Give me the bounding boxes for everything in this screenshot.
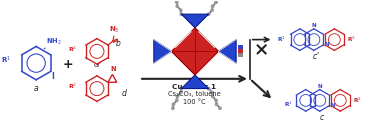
Bar (238, 49, 243, 53)
Circle shape (215, 99, 217, 102)
Circle shape (211, 9, 213, 11)
Text: a: a (34, 84, 39, 93)
Text: +: + (62, 58, 73, 71)
Circle shape (215, 1, 217, 3)
Circle shape (176, 5, 178, 8)
Text: N: N (324, 43, 329, 48)
Circle shape (211, 91, 213, 94)
Text: R$^2$: R$^2$ (347, 35, 356, 44)
Text: N: N (311, 23, 316, 28)
Circle shape (211, 95, 214, 98)
Circle shape (208, 87, 210, 90)
Circle shape (172, 107, 174, 109)
Text: R$^2$: R$^2$ (68, 82, 77, 91)
Text: N: N (110, 66, 116, 72)
Bar (238, 45, 243, 49)
Polygon shape (218, 40, 236, 63)
Circle shape (215, 103, 218, 106)
Text: R$^2$: R$^2$ (353, 96, 362, 105)
Text: NH$_2$: NH$_2$ (46, 37, 62, 47)
Circle shape (180, 91, 182, 94)
Bar (238, 53, 243, 57)
Circle shape (211, 5, 214, 8)
Circle shape (176, 1, 178, 3)
Text: R$^2$: R$^2$ (68, 45, 77, 54)
Text: R$^1$: R$^1$ (277, 35, 286, 44)
Circle shape (180, 87, 183, 90)
Polygon shape (154, 40, 172, 63)
Polygon shape (181, 14, 209, 28)
Text: R$^1$: R$^1$ (1, 54, 11, 66)
Circle shape (180, 13, 183, 15)
Text: Cu-POMs 1: Cu-POMs 1 (172, 84, 217, 90)
Circle shape (176, 95, 178, 98)
Text: d: d (121, 89, 126, 98)
Text: N: N (318, 84, 322, 89)
Circle shape (176, 99, 178, 102)
Text: N$_3$: N$_3$ (108, 25, 119, 35)
Text: b: b (116, 39, 121, 48)
Circle shape (208, 13, 210, 15)
Polygon shape (181, 75, 209, 89)
Circle shape (180, 9, 182, 11)
Text: I: I (51, 72, 54, 81)
Text: c’: c’ (313, 52, 319, 61)
Text: N: N (330, 103, 335, 108)
Text: or: or (93, 62, 101, 68)
Text: 100 °C: 100 °C (183, 99, 206, 105)
Text: c: c (320, 113, 324, 121)
Circle shape (172, 103, 175, 106)
Text: Cs₂CO₃, toluene: Cs₂CO₃, toluene (168, 91, 221, 97)
Polygon shape (172, 28, 218, 75)
Text: R$^1$: R$^1$ (284, 100, 293, 109)
Circle shape (219, 107, 221, 109)
